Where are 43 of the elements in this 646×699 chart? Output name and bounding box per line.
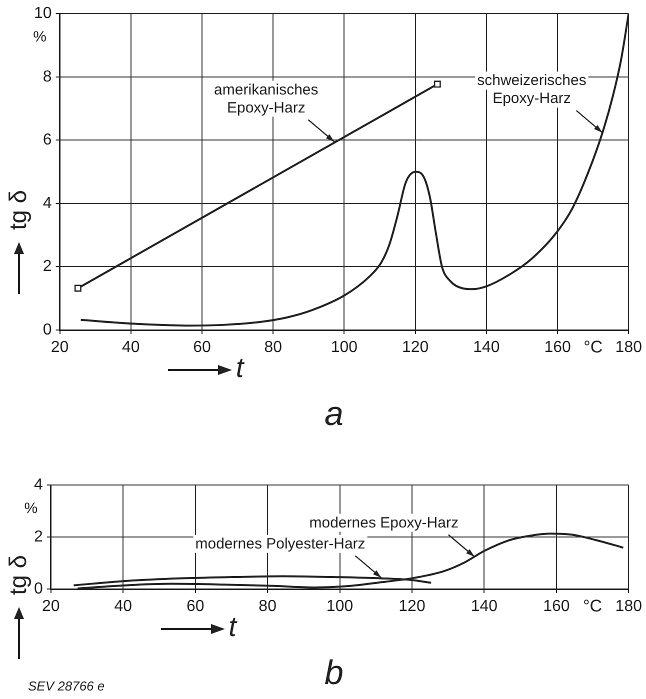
x-tick-label: 100 [326, 598, 354, 616]
x-tick-label: 160 [543, 598, 570, 616]
text: % [33, 28, 46, 46]
x-tick-label: 20 [42, 598, 60, 616]
text: b [324, 654, 344, 692]
x-tick-label: 60 [193, 339, 212, 356]
x-tick-label: 120 [398, 598, 426, 616]
x-tick-label: 20 [50, 339, 69, 356]
x-tick-label: 60 [186, 598, 204, 616]
line-series [80, 14, 629, 327]
x-tick-label: 180 [615, 339, 642, 356]
text: % [24, 500, 38, 518]
x-tick-label: 40 [114, 598, 132, 616]
x-tick-label: 180 [615, 598, 642, 616]
y-axis-title: tg δ [5, 554, 33, 596]
y-tick-label: 0 [34, 580, 43, 598]
annotation: amerikanisches Epoxy-Harz [214, 81, 318, 116]
y-tick-label: 0 [42, 321, 52, 338]
x-axis-title: t [236, 352, 244, 383]
text: a [324, 395, 344, 434]
y-tick-label: 6 [42, 132, 52, 149]
text: SEV 28766 e [28, 678, 105, 694]
x-tick-label: 140 [470, 598, 498, 616]
annotation: modernes Polyester-Harz [195, 535, 366, 552]
annotation: schweizerisches Epoxy-Harz [477, 72, 586, 108]
y-tick-label: 10 [34, 5, 52, 22]
y-axis-title: tg δ [5, 190, 33, 230]
y-tick-label: 2 [42, 258, 52, 276]
x-tick-label: 160 [544, 339, 571, 356]
y-tick-label: 8 [42, 68, 52, 86]
text: °C [584, 338, 603, 357]
x-tick-label: 80 [258, 598, 277, 616]
y-tick-label: 2 [34, 528, 43, 546]
x-axis-title: t [228, 611, 236, 642]
text: °C [583, 596, 602, 616]
x-tick-label: 80 [264, 339, 282, 356]
annotation: modernes Epoxy-Harz [309, 514, 458, 532]
x-tick-label: 140 [473, 339, 500, 356]
x-tick-label: 100 [330, 339, 358, 356]
y-tick-label: 4 [42, 194, 52, 212]
x-tick-label: 120 [402, 339, 429, 356]
x-tick-label: 40 [122, 339, 140, 356]
y-tick-label: 4 [34, 476, 43, 494]
